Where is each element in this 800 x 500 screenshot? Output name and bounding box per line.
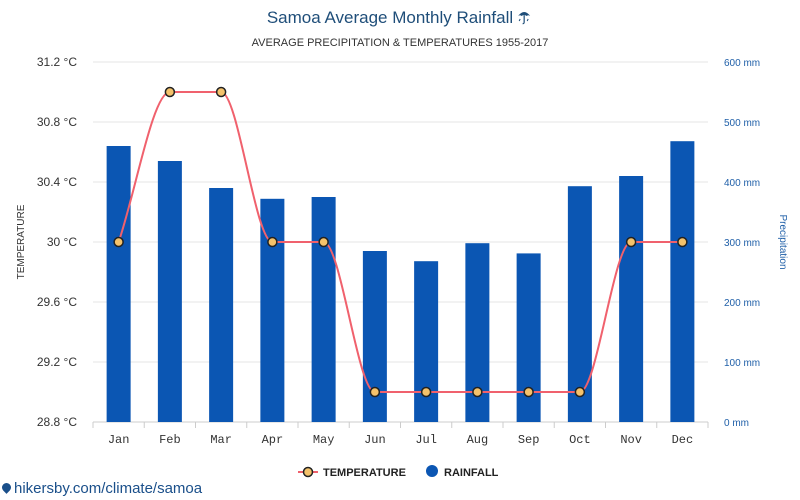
rainfall-bar[interactable] xyxy=(209,188,234,422)
x-tick-label: Feb xyxy=(159,433,181,447)
rainfall-bars xyxy=(106,141,695,422)
x-tick-label: Sep xyxy=(518,433,540,447)
y-tick-right: 600 mm xyxy=(724,58,760,69)
rainfall-bar[interactable] xyxy=(106,146,131,422)
legend-temperature-marker xyxy=(302,466,314,478)
x-tick-label: Jun xyxy=(364,433,386,447)
y-axis-right-label: Precipitation xyxy=(777,214,788,269)
legend-temperature[interactable]: TEMPERATURE xyxy=(298,466,406,479)
y-axis-left-label: TEMPERATURE xyxy=(16,204,27,279)
temperature-point[interactable] xyxy=(574,386,586,398)
temperature-point[interactable] xyxy=(113,236,124,248)
temperature-point[interactable] xyxy=(369,386,381,398)
rainfall-bar[interactable] xyxy=(157,161,182,422)
x-axis-labels: Jan Feb Mar Apr May Jun Jul Aug Sep Oct Nov Dec xyxy=(108,433,693,447)
y-tick-right: 300 mm xyxy=(724,238,760,249)
legend-rainfall[interactable]: RAINFALL xyxy=(426,465,499,479)
gridlines xyxy=(93,61,708,423)
y-tick-left: 28.8 °C xyxy=(37,415,77,429)
y-tick-left: 30.8 °C xyxy=(37,115,77,129)
umbrella-icon xyxy=(518,12,531,25)
temperature-point[interactable] xyxy=(267,236,278,248)
y-tick-right: 400 mm xyxy=(724,178,760,189)
y-tick-right: 100 mm xyxy=(724,358,760,369)
temperature-point[interactable] xyxy=(318,236,329,248)
location-pin-icon xyxy=(0,481,13,494)
x-tick-label: Nov xyxy=(620,433,642,447)
x-tick-label: May xyxy=(313,433,335,447)
temperature-point[interactable] xyxy=(215,86,227,98)
y-tick-left: 29.6 °C xyxy=(37,295,77,309)
temperature-point[interactable] xyxy=(677,236,688,248)
x-tick-label: Jan xyxy=(108,433,130,447)
x-tick-label: Oct xyxy=(569,433,591,447)
temperature-points xyxy=(113,86,688,398)
y-axis-right-ticks: 600 mm 500 mm 400 mm 300 mm 200 mm 100 mm 0 mm xyxy=(724,58,760,429)
rainfall-bar[interactable] xyxy=(260,198,285,422)
footer-link[interactable]: hikersby.com/climate/samoa xyxy=(0,480,202,497)
legend: TEMPERATURE RAINFALL xyxy=(298,465,499,479)
y-axis-left-ticks: 31.2 °C 30.8 °C 30.4 °C 30 °C 29.6 °C 29.2 °C… xyxy=(37,55,77,429)
temperature-point[interactable] xyxy=(523,386,534,398)
y-tick-left: 30 °C xyxy=(47,235,77,249)
chart-title: Samoa Average Monthly Rainfall xyxy=(267,8,513,27)
temperature-point[interactable] xyxy=(472,386,483,398)
temperature-point[interactable] xyxy=(164,86,176,98)
x-tick-label: Dec xyxy=(672,433,694,447)
y-tick-left: 30.4 °C xyxy=(37,175,77,189)
y-tick-left: 29.2 °C xyxy=(37,355,77,369)
y-tick-left: 31.2 °C xyxy=(37,55,77,69)
legend-rainfall-label: RAINFALL xyxy=(444,467,499,479)
rainfall-bar[interactable] xyxy=(619,176,644,422)
y-tick-right: 0 mm xyxy=(724,418,749,429)
y-tick-right: 200 mm xyxy=(724,298,760,309)
rainfall-bar[interactable] xyxy=(670,141,695,422)
temperature-point[interactable] xyxy=(625,236,637,248)
legend-temperature-label: TEMPERATURE xyxy=(323,467,406,479)
chart-subtitle: AVERAGE PRECIPITATION & TEMPERATURES 195… xyxy=(252,37,549,49)
x-tick-label: Jul xyxy=(415,433,437,447)
x-tick-label: Aug xyxy=(467,433,489,447)
x-axis-ticks xyxy=(92,422,709,428)
temperature-point[interactable] xyxy=(420,386,432,398)
rainfall-bar[interactable] xyxy=(567,186,592,422)
x-tick-label: Apr xyxy=(262,433,284,447)
rainfall-bar[interactable] xyxy=(414,261,439,422)
x-tick-label: Mar xyxy=(210,433,232,447)
y-tick-right: 500 mm xyxy=(724,118,760,129)
footer-text: hikersby.com/climate/samoa xyxy=(14,480,203,497)
legend-rainfall-marker xyxy=(426,465,438,477)
rainfall-bar[interactable] xyxy=(311,197,336,422)
